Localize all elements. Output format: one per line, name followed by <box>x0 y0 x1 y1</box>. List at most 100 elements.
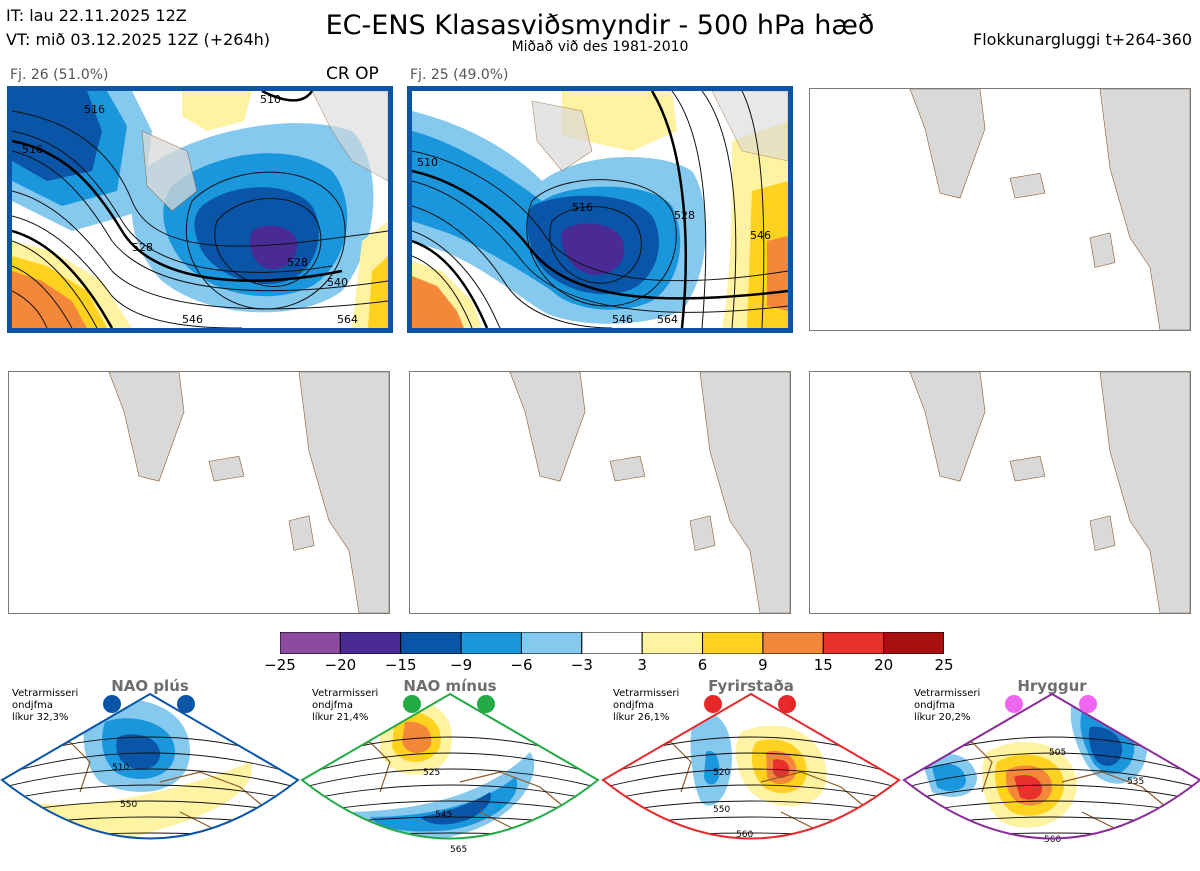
regime-name: Fyrirstaða <box>708 677 794 695</box>
colorbar-tick-label: 3 <box>637 656 647 674</box>
regime-dot <box>177 695 195 713</box>
valid-time: VT: mið 03.12.2025 12Z (+264h) <box>6 30 271 49</box>
regime-sector-border <box>300 692 600 840</box>
regime-note-line: ondjfma <box>312 700 353 711</box>
height-contour <box>302 784 598 802</box>
contour-label: 564 <box>337 313 358 326</box>
height-contour <box>904 784 1200 802</box>
contour-label: 516 <box>22 143 43 156</box>
height-contour <box>2 768 298 789</box>
regime-map: 510 550 <box>0 692 300 866</box>
contour-label: 510 <box>417 156 438 169</box>
regime-dot <box>778 695 796 713</box>
anomaly-blob <box>773 759 790 778</box>
page-subtitle: Miðað við des 1981-2010 <box>511 39 689 55</box>
colorbar-tick-label: −6 <box>510 656 533 674</box>
colorbar-tick-label: 25 <box>934 656 954 674</box>
contour-label: 540 <box>327 276 348 289</box>
anomaly-blob <box>1014 775 1042 800</box>
regime-dot <box>1005 695 1023 713</box>
colorbar-tick-label: 20 <box>874 656 894 674</box>
cluster-1-map[interactable]: 516 516 510 528 528 540 546 564 <box>7 86 393 333</box>
anomaly-blob <box>1088 726 1123 766</box>
colorbar-tick-label: −9 <box>450 656 473 674</box>
colorbar-swatch <box>883 632 944 654</box>
regime-dot <box>477 695 495 713</box>
contour-label: 564 <box>657 313 678 326</box>
regime-note-line: Vetrarmisseri <box>613 688 680 699</box>
colorbar-swatch <box>581 632 643 654</box>
contour-label: 510 <box>112 763 129 773</box>
colorbar-tick-label: −20 <box>324 656 357 674</box>
height-contour <box>902 849 1200 853</box>
height-contour <box>0 849 300 853</box>
contour-label: 560 <box>1044 835 1061 845</box>
colorbar-swatch <box>641 632 704 654</box>
anomaly-colorbar <box>280 632 944 654</box>
contour-label: 528 <box>674 209 695 222</box>
cluster-2-map[interactable]: 510 516 528 546 546 564 <box>407 86 793 333</box>
anomaly-blob <box>704 751 720 785</box>
initial-time: IT: lau 22.11.2025 12Z <box>6 6 187 25</box>
height-contour <box>603 768 899 789</box>
regime-note-line: líkur 32,3% <box>12 712 69 723</box>
regime-dot <box>1079 695 1097 713</box>
empty-map-6 <box>809 371 1191 614</box>
contour-label: 565 <box>450 845 467 855</box>
height-contour <box>904 768 1200 789</box>
colorbar-tick-label: −25 <box>264 656 296 674</box>
empty-map-4 <box>8 371 390 614</box>
regime-dot <box>403 695 421 713</box>
regime-note-line: Vetrarmisseri <box>12 688 79 699</box>
contour-label: 546 <box>182 313 203 326</box>
contour-label: 528 <box>132 241 153 254</box>
contour-label: 525 <box>423 768 440 778</box>
regime-note-line: ondjfma <box>12 700 53 711</box>
colorbar-swatch <box>702 632 764 654</box>
colorbar-swatch <box>400 632 462 654</box>
regime-note-line: líkur 26,1% <box>613 712 670 723</box>
regime-map: 525 545 565 <box>300 692 600 855</box>
empty-map-3 <box>809 88 1191 331</box>
regime-note-line: Vetrarmisseri <box>312 688 379 699</box>
height-contour <box>302 752 598 776</box>
height-contour <box>2 752 298 776</box>
colorbar-tick-label: 9 <box>758 656 768 674</box>
colorbar-swatch <box>339 632 402 654</box>
cluster-1-anomaly-map: 516 516 510 528 528 540 546 564 <box>12 91 388 328</box>
colorbar-tick-label: 15 <box>813 656 833 674</box>
regime-map: 505 535 560 <box>902 692 1200 866</box>
regime-note-line: Vetrarmisseri <box>914 688 981 699</box>
cluster-2-anomaly-map: 510 516 528 546 546 564 <box>412 91 788 328</box>
colorbar-swatch <box>460 632 522 654</box>
height-contour <box>0 865 300 866</box>
colorbar-tick-label: −3 <box>570 656 593 674</box>
cluster-2-label: Fj. 25 (49.0%) <box>410 67 509 83</box>
contour-label: 550 <box>713 805 730 815</box>
colorbar-tick-label: −15 <box>384 656 417 674</box>
height-contour <box>302 768 598 789</box>
regime-note: Vetrarmisseri ondjfma líkur 32,3% <box>12 688 78 724</box>
regime-name: NAO plús <box>111 677 189 695</box>
regime-map: 520 550 560 <box>601 692 901 853</box>
regime-sector-border <box>902 692 1200 840</box>
anomaly-blob <box>932 763 966 792</box>
height-contour <box>902 865 1200 866</box>
contour-label: 535 <box>1127 777 1144 787</box>
height-contour <box>601 849 901 853</box>
contour-label: 545 <box>435 810 452 820</box>
contour-label: 528 <box>287 256 308 269</box>
colorbar-swatch <box>822 632 885 654</box>
height-contour <box>2 784 298 802</box>
contour-label: 520 <box>713 768 730 778</box>
regime-note-line: ondjfma <box>914 700 955 711</box>
regime-name: Hryggur <box>1017 677 1087 695</box>
contour-label: 516 <box>572 201 593 214</box>
regime-note: Vetrarmisseri ondjfma líkur 26,1% <box>613 688 679 724</box>
contour-label: 505 <box>1049 748 1066 758</box>
colorbar-swatch <box>520 632 583 654</box>
height-contour <box>603 784 899 802</box>
height-contour <box>904 752 1200 776</box>
colorbar-tick-label: 6 <box>697 656 708 674</box>
contour-label: 550 <box>120 800 137 810</box>
